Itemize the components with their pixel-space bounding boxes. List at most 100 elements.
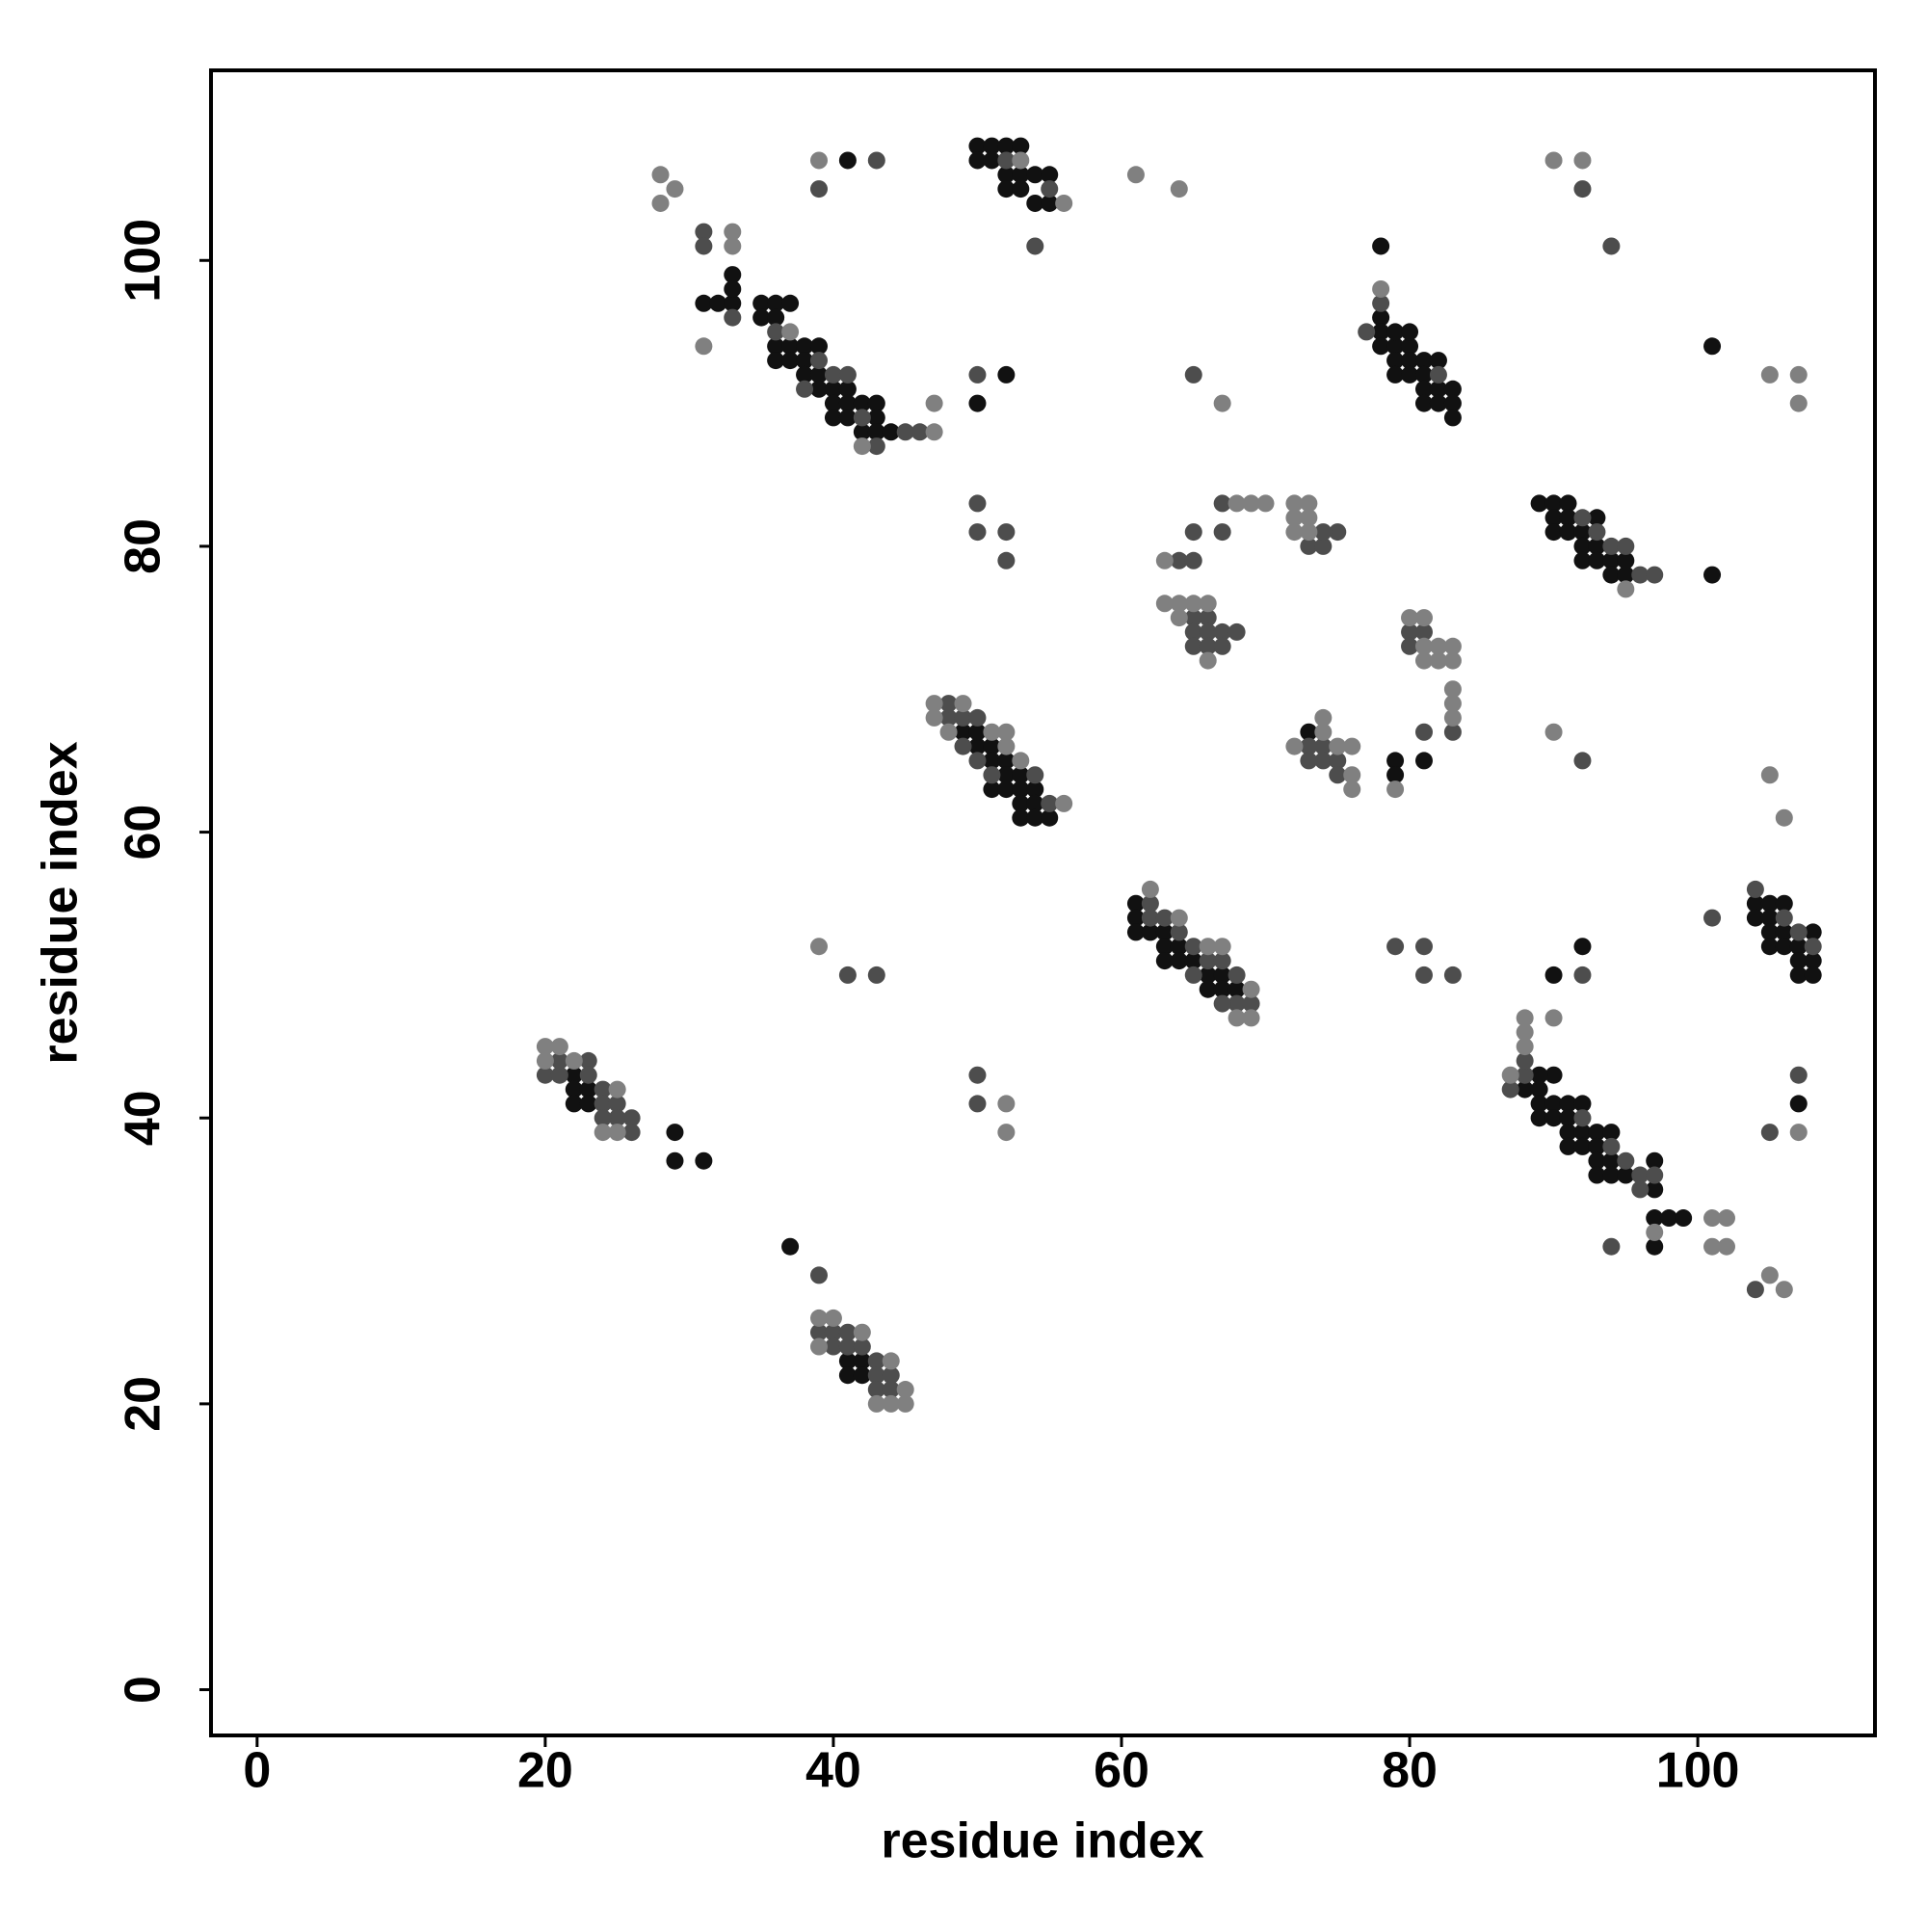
point	[997, 723, 1016, 741]
point	[1804, 938, 1822, 956]
point	[1401, 337, 1419, 356]
point	[1429, 380, 1447, 398]
point	[1760, 365, 1779, 384]
point	[997, 781, 1016, 799]
point	[809, 337, 828, 356]
x-tick-label: 0	[243, 1743, 271, 1799]
y-tick-label: 40	[116, 1090, 172, 1146]
point	[867, 1381, 885, 1399]
point	[882, 1381, 900, 1399]
point	[1329, 737, 1347, 755]
point	[1516, 1023, 1534, 1042]
point	[809, 938, 828, 956]
point	[1760, 938, 1779, 956]
point	[925, 695, 943, 713]
point	[838, 394, 857, 412]
point	[997, 551, 1016, 569]
point	[1285, 523, 1304, 542]
point	[1414, 938, 1433, 956]
point	[1184, 938, 1202, 956]
point	[1760, 909, 1779, 927]
point	[1414, 380, 1433, 398]
point	[1775, 1281, 1793, 1299]
point	[1501, 1080, 1519, 1098]
point	[1155, 595, 1174, 613]
point	[1155, 938, 1174, 956]
point	[867, 423, 885, 441]
point	[695, 294, 713, 312]
point	[968, 1066, 987, 1084]
point	[1414, 966, 1433, 984]
point	[1573, 938, 1592, 956]
point	[853, 1366, 871, 1385]
point	[1414, 752, 1433, 770]
point	[1573, 1095, 1592, 1113]
point	[882, 423, 900, 441]
point	[1760, 1124, 1779, 1142]
point	[1717, 1209, 1735, 1228]
point	[867, 437, 885, 456]
point	[666, 180, 684, 198]
point	[1314, 737, 1333, 755]
point	[997, 766, 1016, 784]
point	[1012, 781, 1030, 799]
point	[809, 1323, 828, 1341]
point	[1213, 994, 1231, 1013]
point	[1213, 523, 1231, 542]
point	[838, 1337, 857, 1356]
point	[767, 323, 785, 341]
point	[1760, 766, 1779, 784]
point	[1544, 509, 1563, 527]
point	[1170, 609, 1188, 627]
point	[608, 1095, 626, 1113]
point	[1213, 952, 1231, 970]
point	[1401, 365, 1419, 384]
point	[1199, 609, 1217, 627]
point	[1631, 1166, 1650, 1184]
point	[1646, 566, 1664, 584]
point	[882, 1366, 900, 1385]
point	[1414, 365, 1433, 384]
point	[997, 1095, 1016, 1113]
point	[550, 1066, 568, 1084]
point	[968, 151, 987, 170]
point	[1414, 637, 1433, 655]
point	[1760, 1266, 1779, 1284]
point	[1559, 494, 1577, 513]
point	[550, 1051, 568, 1070]
point	[1213, 980, 1231, 998]
point	[1386, 938, 1405, 956]
point	[954, 737, 972, 755]
point	[1588, 1166, 1606, 1184]
point	[968, 137, 987, 155]
point	[997, 151, 1016, 170]
point	[1573, 752, 1592, 770]
point	[983, 723, 1001, 741]
point	[1443, 394, 1462, 412]
point	[838, 409, 857, 427]
point	[608, 1109, 626, 1127]
point	[896, 1394, 914, 1413]
point	[565, 1066, 583, 1084]
point	[1775, 894, 1793, 913]
point	[1429, 651, 1447, 670]
point	[1170, 952, 1188, 970]
point	[1617, 551, 1635, 569]
point	[565, 1095, 583, 1113]
point	[1041, 794, 1059, 812]
point	[651, 166, 670, 184]
point	[1443, 723, 1462, 741]
point	[1646, 1237, 1664, 1256]
point	[781, 294, 800, 312]
point	[1199, 938, 1217, 956]
point	[853, 437, 871, 456]
point	[824, 380, 842, 398]
point	[1184, 952, 1202, 970]
point	[1646, 1166, 1664, 1184]
point	[1184, 637, 1202, 655]
point	[1530, 1080, 1548, 1098]
point	[1126, 923, 1145, 941]
point	[1530, 1109, 1548, 1127]
point	[608, 1124, 626, 1142]
point	[796, 365, 814, 384]
